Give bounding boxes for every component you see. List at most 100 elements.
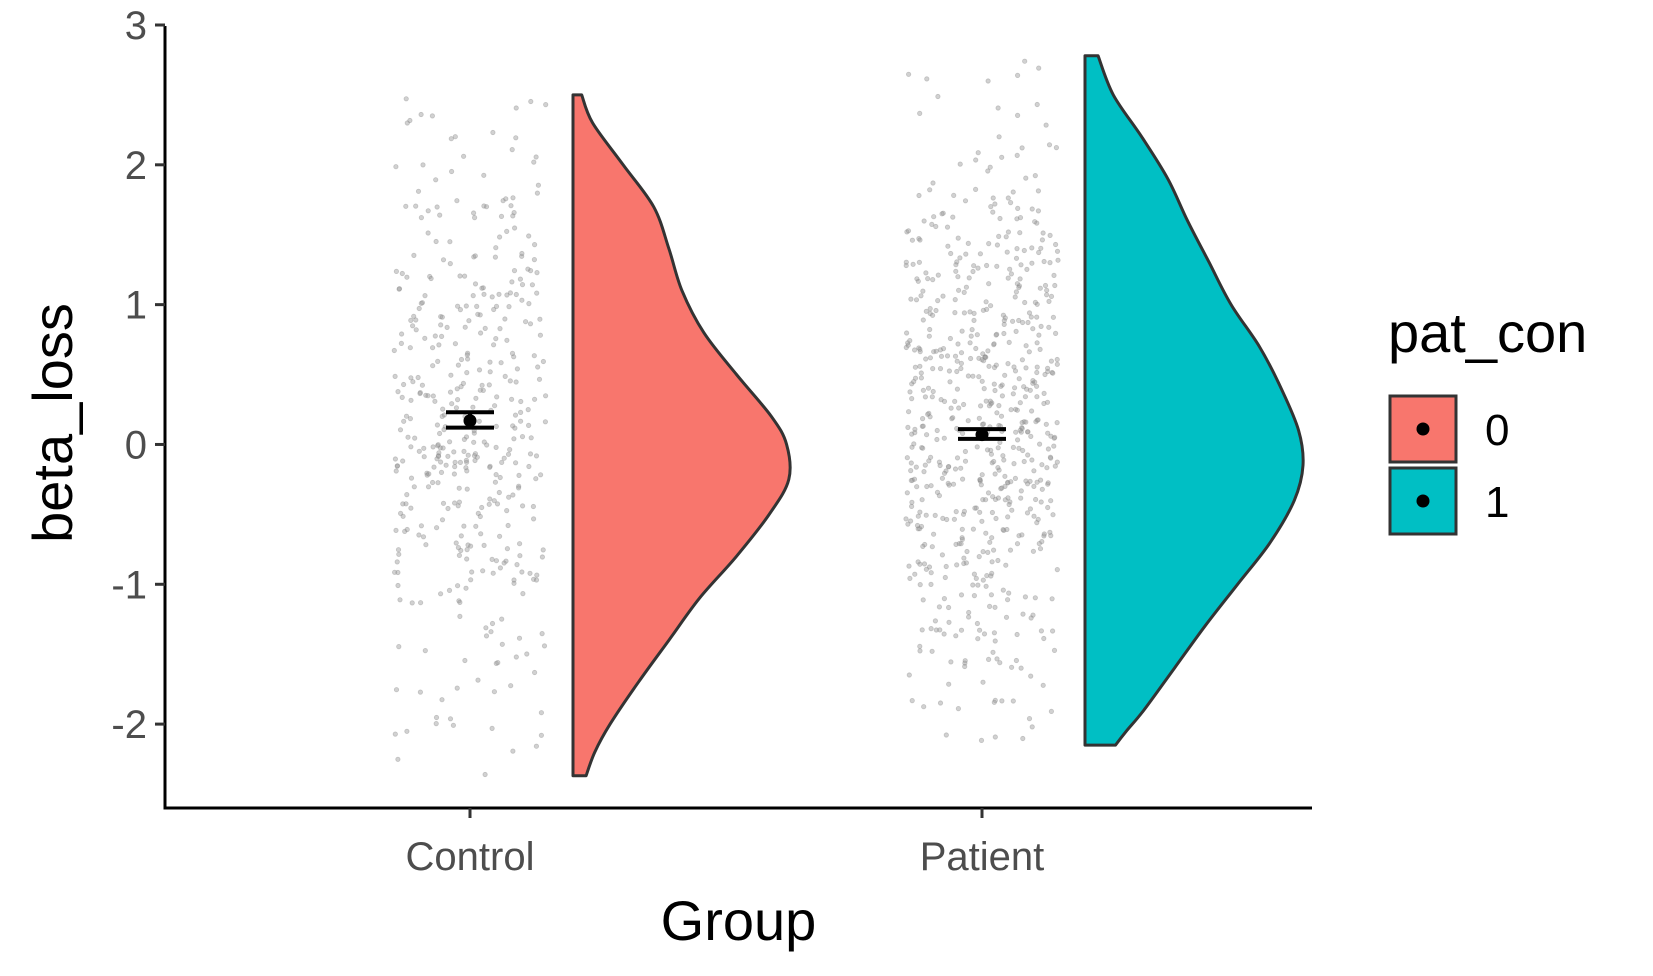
raw-data-point xyxy=(478,531,484,537)
raw-data-point xyxy=(920,597,926,603)
raw-data-point xyxy=(499,459,505,465)
raw-data-point xyxy=(903,330,910,336)
raw-data-point xyxy=(992,638,998,644)
raw-data-point xyxy=(1008,271,1015,277)
raw-data-point xyxy=(496,533,503,539)
raw-data-point xyxy=(1005,229,1012,235)
raw-data-point xyxy=(1039,237,1046,243)
raw-data-point xyxy=(925,385,932,391)
raw-data-point xyxy=(435,480,441,486)
raw-data-point xyxy=(438,322,444,328)
raw-data-point xyxy=(418,523,424,529)
raw-data-point xyxy=(1014,631,1020,638)
raw-data-point xyxy=(970,526,977,532)
raw-data-point xyxy=(1052,463,1058,469)
raw-data-point xyxy=(1034,383,1040,389)
raw-data-point xyxy=(394,463,400,469)
raw-data-point xyxy=(910,261,916,267)
raw-data-point xyxy=(942,574,948,581)
raw-data-point xyxy=(494,394,500,400)
raw-data-point xyxy=(1019,425,1025,431)
raw-data-point xyxy=(1003,614,1010,620)
raw-data-point xyxy=(1024,429,1031,435)
legend-key-dot xyxy=(1416,494,1430,508)
raw-data-point xyxy=(929,544,935,550)
raw-data-point xyxy=(481,203,487,209)
raw-data-point xyxy=(1037,285,1043,291)
raw-data-point xyxy=(396,643,402,650)
raw-data-point xyxy=(533,577,540,583)
raw-data-point xyxy=(531,256,538,263)
raw-data-point xyxy=(1032,595,1038,601)
legend-entry: 1 xyxy=(1388,466,1509,536)
raw-data-point xyxy=(908,296,914,302)
raw-data-point xyxy=(1004,526,1010,533)
raw-data-point xyxy=(995,105,1001,111)
raw-data-point xyxy=(957,161,963,167)
raw-data-point xyxy=(905,340,911,346)
raw-data-point xyxy=(1005,195,1011,201)
raw-data-point xyxy=(905,424,911,430)
raw-data-point xyxy=(980,351,986,357)
raw-data-point xyxy=(909,697,915,704)
raw-data-point xyxy=(915,513,921,519)
raw-data-point xyxy=(1002,372,1008,378)
raw-data-point xyxy=(518,398,524,405)
raw-data-point xyxy=(1052,434,1058,440)
raw-data-point xyxy=(454,396,461,403)
raw-data-point xyxy=(516,472,522,478)
raw-data-point xyxy=(997,660,1003,666)
raw-data-point xyxy=(982,497,989,503)
raw-data-point xyxy=(1013,289,1020,295)
raw-data-point xyxy=(980,679,986,685)
raw-data-point xyxy=(918,370,924,376)
raw-data-point xyxy=(988,447,994,453)
raw-data-point xyxy=(452,459,458,465)
raw-data-point xyxy=(1038,499,1044,505)
raw-data-point xyxy=(1044,287,1050,293)
raw-data-point xyxy=(991,630,998,636)
raw-data-point xyxy=(998,485,1004,492)
raw-data-point xyxy=(988,401,994,407)
raw-data-point xyxy=(464,556,470,562)
raw-data-point xyxy=(911,476,918,482)
raw-data-point xyxy=(923,308,929,314)
raw-data-point xyxy=(952,296,958,303)
raw-data-point xyxy=(1036,332,1042,338)
raw-data-point xyxy=(986,281,992,287)
y-tick-label: -1 xyxy=(111,563,147,607)
raw-data-point xyxy=(493,303,500,309)
raw-data-point xyxy=(490,342,497,348)
raw-data-point xyxy=(928,581,934,588)
raw-data-point xyxy=(466,318,472,324)
raw-data-point xyxy=(526,233,532,239)
raw-data-point xyxy=(904,229,910,235)
raw-data-point xyxy=(1019,532,1025,538)
raw-data-point xyxy=(905,342,911,348)
raw-data-point xyxy=(413,327,419,333)
raw-data-point xyxy=(994,410,1000,416)
raw-data-point xyxy=(992,387,998,394)
raw-data-point xyxy=(1029,457,1035,463)
raw-data-point xyxy=(463,459,470,465)
raw-data-point xyxy=(994,331,1000,337)
raw-data-point xyxy=(481,172,487,178)
raw-data-point xyxy=(400,513,406,519)
raw-data-point xyxy=(1048,708,1055,715)
raw-data-point xyxy=(937,462,943,469)
raw-data-point xyxy=(953,633,959,639)
raw-data-point xyxy=(976,553,982,560)
raw-data-point xyxy=(1013,429,1019,435)
raw-data-point xyxy=(404,491,410,498)
raw-data-point xyxy=(425,484,432,490)
raw-data-point xyxy=(462,324,468,330)
raw-data-point xyxy=(432,333,438,339)
raw-data-point xyxy=(510,748,516,754)
raw-data-point xyxy=(437,459,444,465)
raw-data-point xyxy=(1035,188,1042,194)
raw-data-point xyxy=(995,445,1001,451)
raw-data-point xyxy=(960,401,967,408)
raw-data-point xyxy=(530,503,537,510)
raw-data-point xyxy=(941,435,947,441)
raw-data-point xyxy=(1038,323,1044,329)
